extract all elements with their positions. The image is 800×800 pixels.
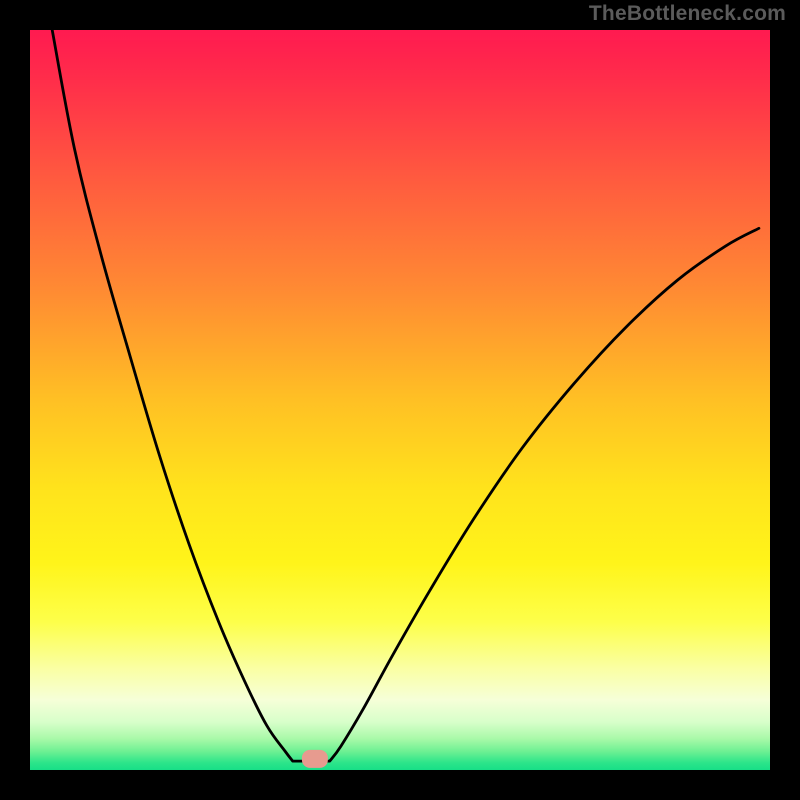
watermark-text: TheBottleneck.com <box>589 2 786 26</box>
chart-stage: TheBottleneck.com <box>0 0 800 800</box>
bottleneck-chart <box>0 0 800 800</box>
plot-background <box>30 30 770 770</box>
minimum-marker <box>302 750 328 768</box>
